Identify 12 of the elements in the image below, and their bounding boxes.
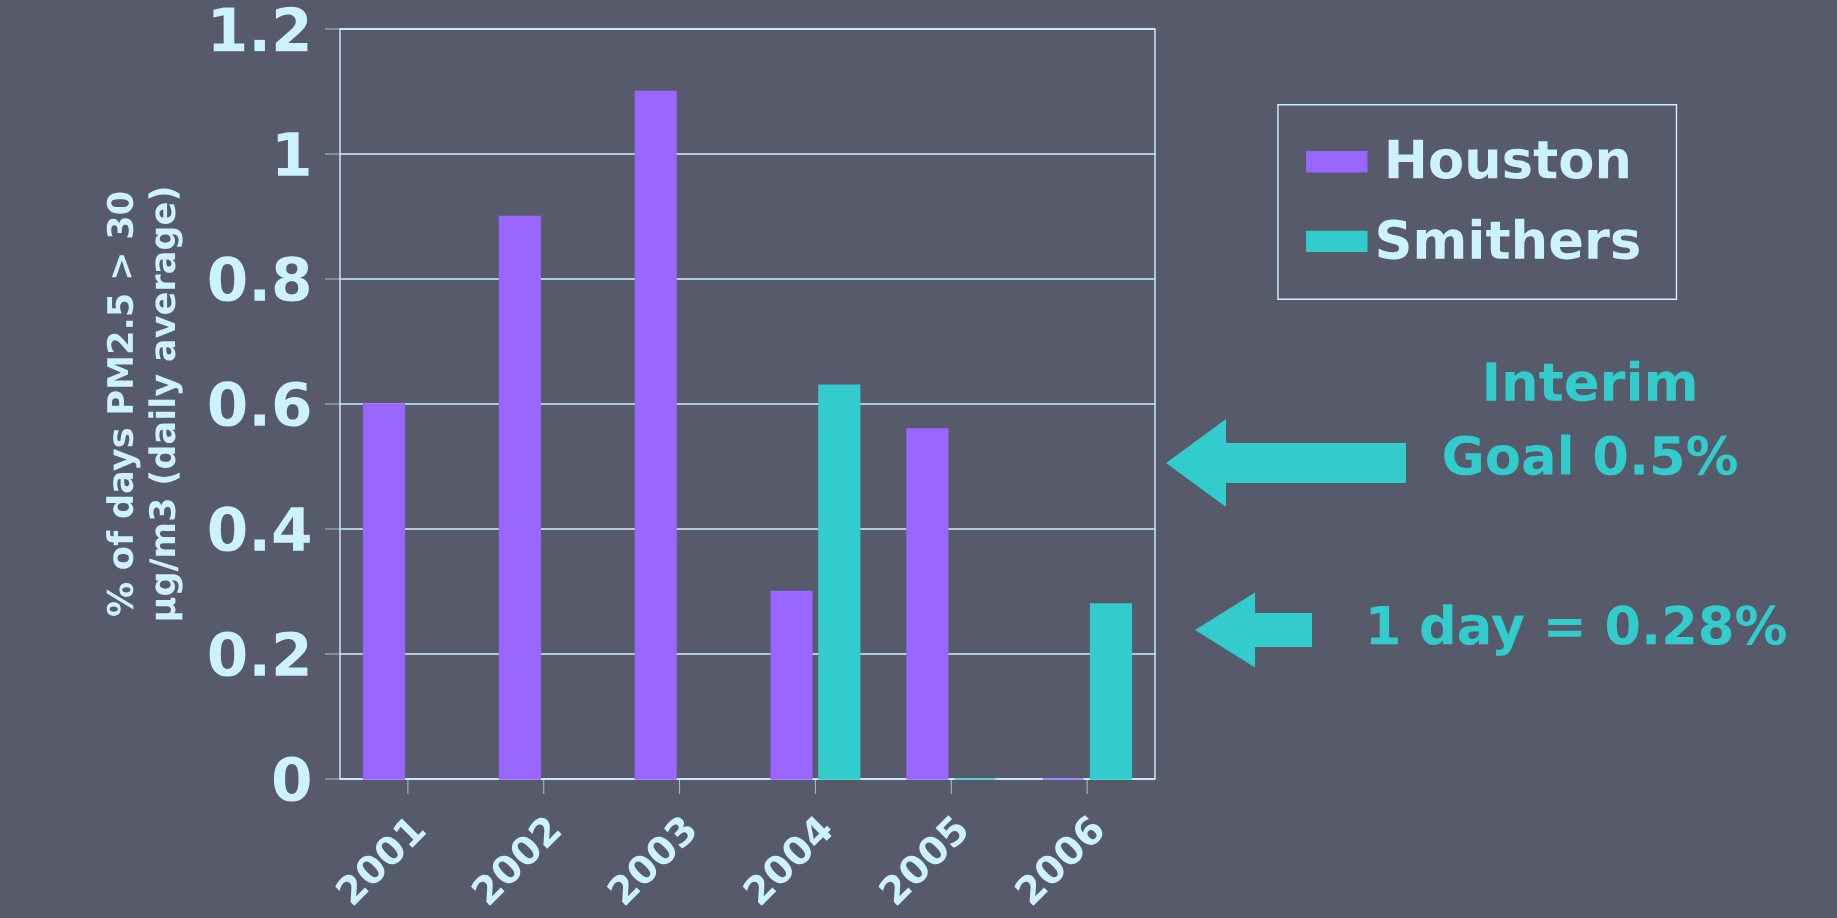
- y-tick-label: 1: [277, 132, 309, 176]
- y-tick-label: 0.8: [209, 256, 309, 302]
- y-tick-label: 1.2: [213, 6, 308, 52]
- y-tick-label: 0.6: [209, 381, 310, 427]
- y-tick-label: 0.2: [209, 631, 308, 677]
- legend-label: Houston: [1388, 139, 1628, 180]
- text: 1 day = 0.28%: [1370, 604, 1786, 656]
- legend-label: Smithers: [1378, 218, 1639, 260]
- y-tick-label: 0: [273, 756, 310, 802]
- text: Interim Goal 0.5%: [1444, 360, 1737, 476]
- y-tick-label: 0.4: [209, 506, 310, 552]
- y-axis-title: % of days PM2.5 > 30 µg/m3 (daily average): [106, 188, 183, 620]
